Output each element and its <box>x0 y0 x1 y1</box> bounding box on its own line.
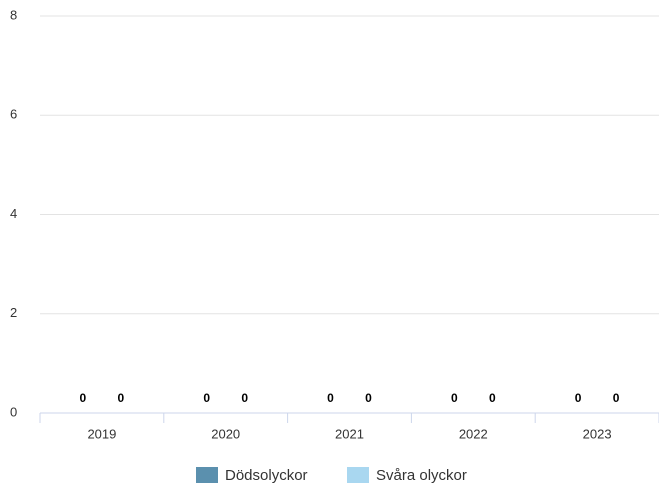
value-label: 0 <box>203 391 210 405</box>
x-tick-label: 2022 <box>459 426 488 441</box>
y-tick-label: 0 <box>10 404 17 419</box>
legend-label[interactable]: Svåra olyckor <box>376 467 467 484</box>
legend-label[interactable]: Dödsolyckor <box>225 467 308 484</box>
value-label: 0 <box>80 391 87 405</box>
value-label: 0 <box>327 391 334 405</box>
x-tick-label: 2023 <box>583 426 612 441</box>
value-label: 0 <box>365 391 372 405</box>
x-tick-label: 2020 <box>211 426 240 441</box>
value-label: 0 <box>575 391 582 405</box>
value-label: 0 <box>613 391 620 405</box>
y-tick-label: 4 <box>10 206 17 221</box>
legend-swatch <box>347 467 369 483</box>
legend-swatch <box>196 467 218 483</box>
y-tick-label: 2 <box>10 305 17 320</box>
x-tick-label: 2019 <box>87 426 116 441</box>
y-tick-label: 8 <box>10 7 17 22</box>
value-label: 0 <box>118 391 125 405</box>
value-label: 0 <box>241 391 248 405</box>
value-label: 0 <box>489 391 496 405</box>
value-label: 0 <box>451 391 458 405</box>
x-tick-label: 2021 <box>335 426 364 441</box>
y-tick-label: 6 <box>10 107 17 122</box>
